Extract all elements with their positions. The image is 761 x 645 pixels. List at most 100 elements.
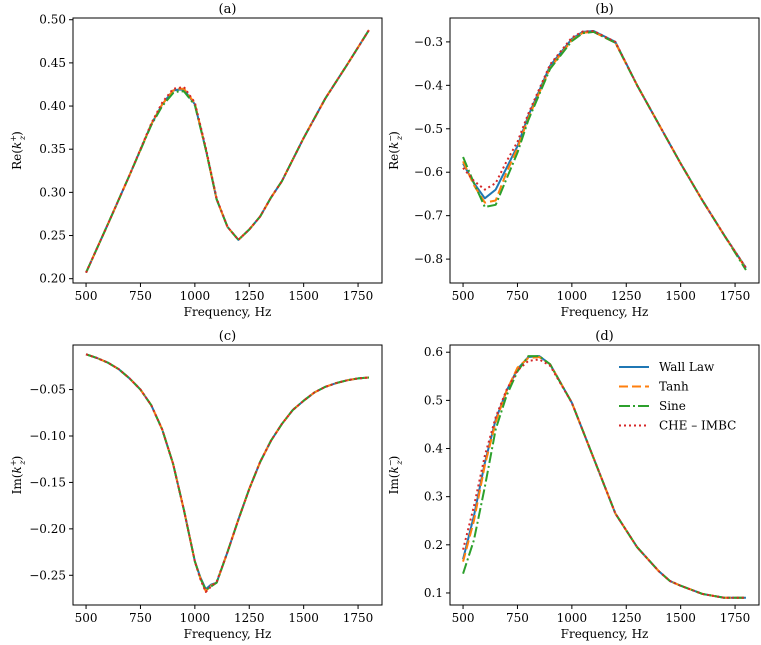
x-tick-label: 500: [452, 289, 475, 303]
series-line-tanh: [462, 30, 747, 270]
y-label-prefix: Re(: [387, 149, 401, 170]
x-tick-label: 1500: [288, 611, 319, 625]
y-tick-label: 0.40: [39, 99, 66, 113]
x-tick-label: 500: [452, 611, 475, 625]
y-label-k: k: [10, 142, 24, 149]
y-tick-label: 0.35: [39, 142, 66, 156]
y-label-k: k: [10, 466, 24, 473]
y-tick-label: 0.6: [424, 345, 443, 359]
legend-label: Sine: [659, 399, 686, 413]
y-label-sub: z: [18, 460, 27, 466]
x-tick-label: 750: [129, 289, 152, 303]
y-tick-label: −0.7: [414, 209, 443, 223]
y-tick-label: 0.20: [39, 272, 66, 286]
x-tick-label: 1750: [343, 611, 374, 625]
y-tick-label: −0.3: [414, 35, 443, 49]
series-line-sine: [85, 29, 370, 274]
x-tick-label: 500: [75, 289, 98, 303]
y-label-sub: z: [395, 460, 404, 466]
y-axis-label: Im(k+z): [9, 456, 27, 495]
series-line-tanh: [462, 356, 746, 599]
y-label-sup: +: [9, 135, 18, 142]
y-label-prefix: Im(: [10, 474, 24, 495]
panel-c: 500 750 1000 1250 1500 1750 −0.25 −0.20 −0.15 −0.…: [9, 329, 383, 641]
y-tick-label: 0.5: [424, 393, 443, 407]
y-tick-label: −0.4: [414, 78, 444, 92]
x-axis-label: Frequency, Hz: [561, 627, 649, 641]
y-label-close: ): [387, 456, 401, 461]
panel-title: (c): [219, 329, 236, 344]
x-axis-label: Frequency, Hz: [184, 305, 272, 319]
y-tick-label: 0.25: [39, 229, 66, 243]
series-line-wall-law: [85, 353, 370, 591]
y-tick-label: −0.6: [414, 165, 443, 179]
legend: Wall Law Tanh Sine CHE – IMBC: [619, 360, 736, 433]
series-line-che-imbc: [462, 358, 746, 599]
y-tick-label: 0.2: [424, 538, 443, 552]
x-tick-label: 1000: [557, 289, 588, 303]
y-axis-label: Re(k+z): [9, 131, 27, 170]
y-label-sup: −: [386, 460, 395, 467]
axes-frame: [449, 17, 760, 284]
x-tick-label: 1000: [180, 611, 211, 625]
y-tick-label: −0.20: [29, 522, 66, 536]
y-label-close: ): [387, 131, 401, 136]
panel-d: 500 750 1000 1250 1500 1750 0.1 0.2 0.3 0.4 0.5 0.6…: [386, 329, 760, 641]
legend-label: CHE – IMBC: [659, 419, 736, 433]
y-tick-label: −0.05: [29, 383, 66, 397]
x-tick-label: 1000: [557, 611, 588, 625]
y-label-close: ): [10, 131, 24, 136]
series-line-che-imbc: [85, 353, 370, 593]
x-tick-label: 1500: [665, 289, 696, 303]
x-tick-label: 1750: [720, 611, 751, 625]
y-tick-label: −0.5: [414, 122, 443, 136]
series-line-che-imbc: [85, 29, 370, 274]
x-tick-label: 1250: [611, 289, 642, 303]
x-tick-label: 1750: [343, 289, 374, 303]
x-tick-label: 1000: [180, 289, 211, 303]
y-label-prefix: Re(: [10, 149, 24, 170]
y-label-sub: z: [395, 135, 404, 141]
x-tick-label: 1750: [720, 289, 751, 303]
y-label-close: ): [10, 456, 24, 461]
axes-frame: [449, 344, 760, 606]
axes-frame: [72, 17, 383, 284]
x-tick-label: 750: [129, 611, 152, 625]
y-tick-label: 0.45: [39, 56, 66, 70]
y-label-sup: +: [9, 460, 18, 467]
x-tick-label: 1500: [665, 611, 696, 625]
y-tick-label: 0.3: [424, 490, 443, 504]
series-line-che-imbc: [462, 30, 747, 269]
series-line-wall-law: [85, 29, 370, 274]
x-tick-label: 500: [75, 611, 98, 625]
panel-title: (b): [595, 2, 613, 17]
legend-label: Tanh: [659, 380, 689, 394]
panel-b: 500 750 1000 1250 1500 1750 −0.8 −0.7 −0.6 −0.5 −0…: [386, 2, 760, 319]
x-tick-label: 750: [506, 611, 529, 625]
y-tick-label: 0.50: [39, 13, 66, 27]
y-tick-label: 0.1: [424, 586, 443, 600]
y-label-sup: −: [386, 135, 395, 142]
x-tick-label: 1250: [611, 611, 642, 625]
x-axis-label: Frequency, Hz: [561, 305, 649, 319]
y-label-prefix: Im(: [387, 474, 401, 495]
y-axis-label: Im(k−z): [386, 456, 404, 495]
x-tick-label: 1250: [234, 611, 265, 625]
y-tick-label: −0.8: [414, 252, 443, 266]
x-tick-label: 1250: [234, 289, 265, 303]
y-axis-label: Re(k−z): [386, 131, 404, 170]
x-axis-label: Frequency, Hz: [184, 627, 272, 641]
x-tick-label: 1500: [288, 289, 319, 303]
axes-frame: [72, 344, 383, 606]
y-label-sub: z: [18, 135, 27, 141]
y-tick-label: 0.4: [424, 442, 443, 456]
y-tick-label: 0.30: [39, 185, 66, 199]
series-line-tanh: [85, 29, 370, 274]
panel-title: (a): [219, 2, 237, 17]
x-tick-label: 750: [506, 289, 529, 303]
panel-title: (d): [595, 329, 613, 344]
y-tick-label: −0.15: [29, 475, 66, 489]
y-tick-label: −0.10: [29, 429, 66, 443]
y-label-k: k: [387, 466, 401, 473]
